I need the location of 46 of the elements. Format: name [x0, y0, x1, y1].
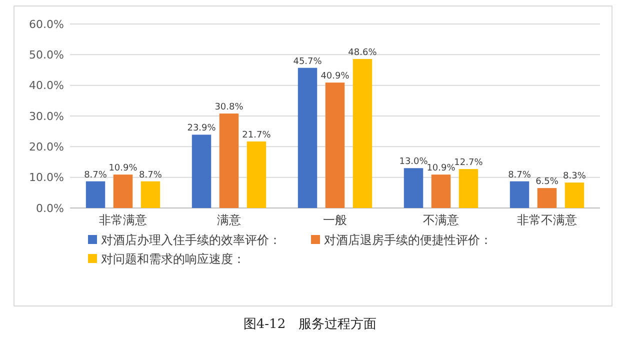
y-tick-label: 60.0%: [29, 18, 64, 31]
data-label: 23.9%: [187, 124, 216, 134]
y-tick-label: 0.0%: [36, 202, 64, 215]
bar: [86, 181, 106, 208]
x-tick-label: 不满意: [423, 213, 459, 227]
data-label: 8.3%: [563, 172, 586, 182]
bar: [192, 134, 212, 208]
legend-label: 对酒店办理入住手续的效率评价：: [101, 233, 281, 247]
x-tick-label: 满意: [217, 213, 241, 227]
legend-label: 对酒店退房手续的便捷性评价：: [324, 233, 492, 247]
bar: [564, 182, 584, 208]
data-label: 6.5%: [536, 177, 559, 188]
bar: [352, 58, 372, 208]
bar: [246, 141, 266, 208]
x-tick-label: 一般: [323, 213, 347, 227]
bar: [113, 174, 133, 208]
bar: [219, 114, 239, 208]
bar: [510, 181, 530, 208]
bar: [298, 68, 318, 208]
legend-label: 对问题和需求的响应速度：: [101, 252, 245, 266]
caption: 图4-12 服务过程方面: [243, 316, 377, 332]
y-tick-label: 30.0%: [29, 110, 64, 123]
x-tick-label: 非常不满意: [517, 213, 577, 227]
data-label: 8.7%: [84, 170, 108, 180]
bar: [458, 169, 478, 208]
data-label: 21.7%: [242, 130, 272, 140]
bar: [140, 181, 160, 208]
bar: [404, 168, 424, 208]
bar: [431, 174, 451, 208]
data-label: 40.9%: [320, 72, 350, 82]
data-label: 45.7%: [293, 56, 322, 67]
bar: [325, 82, 345, 208]
data-label: 30.8%: [214, 102, 244, 113]
y-tick-label: 10.0%: [29, 171, 64, 184]
y-tick-label: 20.0%: [29, 140, 64, 154]
y-tick-label: 40.0%: [29, 79, 64, 92]
data-label: 8.7%: [139, 170, 162, 180]
y-tick-label: 50.0%: [29, 48, 64, 62]
data-label: 8.7%: [508, 170, 532, 180]
data-label: 10.9%: [426, 164, 456, 174]
x-tick-label: 非常满意: [99, 213, 147, 227]
data-label: 13.0%: [399, 157, 428, 168]
data-label: 48.6%: [348, 48, 378, 58]
data-label: 12.7%: [454, 158, 484, 168]
data-label: 10.9%: [108, 164, 138, 174]
bar: [537, 188, 557, 208]
